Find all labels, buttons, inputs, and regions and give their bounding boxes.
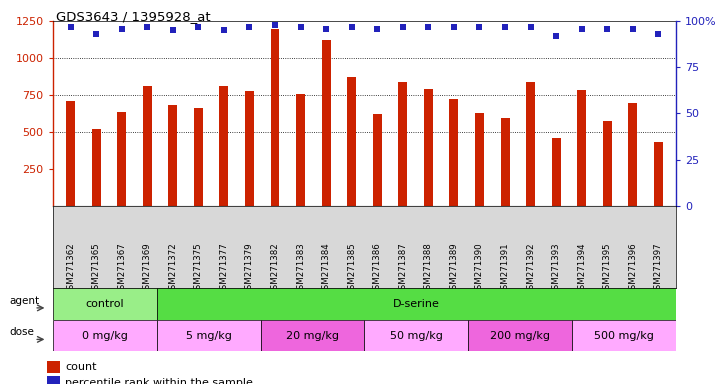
Bar [156,320,260,351]
Point [371,25,383,31]
Bar [552,138,561,206]
Bar [219,86,229,206]
Point [141,23,153,30]
Text: 20 mg/kg: 20 mg/kg [286,331,339,341]
Text: 500 mg/kg: 500 mg/kg [594,331,654,341]
Bar [500,118,510,206]
Bar [53,320,156,351]
Bar [578,90,586,206]
Text: 50 mg/kg: 50 mg/kg [390,331,443,341]
Bar [424,89,433,206]
Point [218,27,230,33]
Bar [296,94,305,206]
Bar [398,82,407,206]
Point [550,33,562,39]
Point [576,25,588,31]
Bar [348,77,356,206]
Point [653,31,664,37]
Bar [364,320,469,351]
Text: percentile rank within the sample: percentile rank within the sample [65,378,253,384]
Bar [322,40,331,206]
Bar [475,114,484,206]
Bar [245,91,254,206]
Text: control: control [85,299,124,309]
Point [167,27,179,33]
Bar [469,320,572,351]
Bar [654,142,663,206]
Bar [449,99,459,206]
Point [116,25,128,31]
Point [65,23,76,30]
Bar [53,288,156,320]
Point [448,23,460,30]
Bar [194,108,203,206]
Bar [47,361,60,373]
Point [320,25,332,31]
Bar [629,103,637,206]
Point [627,25,639,31]
Bar [260,320,364,351]
Point [525,23,536,30]
Bar [118,112,126,206]
Point [90,31,102,37]
Text: GDS3643 / 1395928_at: GDS3643 / 1395928_at [56,10,211,23]
Text: agent: agent [9,296,40,306]
Point [346,23,358,30]
Point [601,25,613,31]
Point [499,23,510,30]
Point [295,23,306,30]
Point [269,22,280,28]
Point [474,23,485,30]
Text: count: count [65,362,97,372]
Bar [526,83,535,206]
Bar [603,121,611,206]
Text: D-serine: D-serine [393,299,440,309]
Bar [373,114,381,206]
Bar [156,288,676,320]
Text: dose: dose [9,328,35,338]
Point [244,23,255,30]
Point [397,23,409,30]
Text: 200 mg/kg: 200 mg/kg [490,331,550,341]
Bar [47,376,60,384]
Bar [572,320,676,351]
Text: 5 mg/kg: 5 mg/kg [185,331,231,341]
Bar [66,101,75,206]
Bar [92,129,100,206]
Text: 0 mg/kg: 0 mg/kg [81,331,128,341]
Bar [143,86,151,206]
Point [193,23,204,30]
Bar [168,104,177,206]
Bar [270,29,280,206]
Point [423,23,434,30]
